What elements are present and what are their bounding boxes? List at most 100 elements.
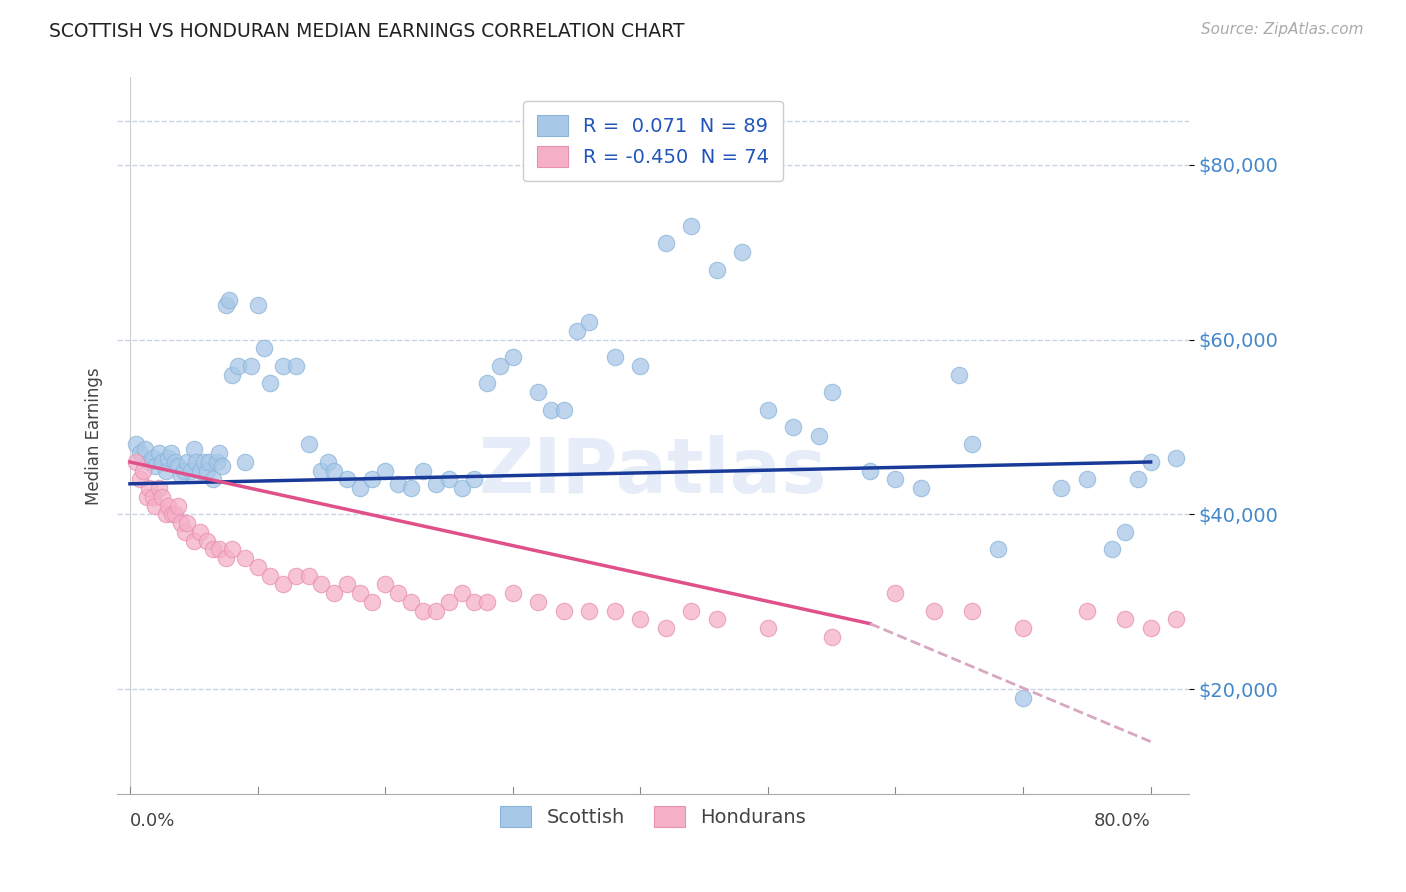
Point <box>134 442 156 456</box>
Point <box>374 577 396 591</box>
Point <box>960 603 983 617</box>
Text: 0.0%: 0.0% <box>129 812 176 830</box>
Point <box>150 455 173 469</box>
Point <box>201 472 224 486</box>
Point <box>859 464 882 478</box>
Point <box>756 621 779 635</box>
Point <box>1369 612 1392 626</box>
Point <box>1267 612 1289 626</box>
Point <box>129 472 152 486</box>
Point <box>246 559 269 574</box>
Point <box>138 481 160 495</box>
Point <box>1139 621 1161 635</box>
Point <box>1204 442 1226 456</box>
Point <box>233 551 256 566</box>
Point <box>228 359 250 373</box>
Point <box>349 586 371 600</box>
Point <box>155 508 177 522</box>
Point <box>135 490 157 504</box>
Point <box>218 293 240 308</box>
Y-axis label: Median Earnings: Median Earnings <box>86 367 103 505</box>
Point <box>180 464 202 478</box>
Point <box>387 476 409 491</box>
Point <box>211 459 233 474</box>
Point <box>540 402 562 417</box>
Point <box>186 455 208 469</box>
Point <box>221 542 243 557</box>
Point <box>138 455 160 469</box>
Point <box>176 455 198 469</box>
Point <box>253 342 276 356</box>
Point <box>176 516 198 530</box>
Point <box>170 516 193 530</box>
Point <box>259 568 281 582</box>
Point <box>336 472 359 486</box>
Point <box>948 368 970 382</box>
Point <box>425 603 447 617</box>
Point <box>271 359 294 373</box>
Point <box>1166 450 1188 465</box>
Point <box>450 586 472 600</box>
Point <box>553 603 575 617</box>
Point <box>655 236 678 251</box>
Point <box>163 455 186 469</box>
Point <box>884 472 907 486</box>
Point <box>155 464 177 478</box>
Point <box>183 533 205 548</box>
Point <box>246 298 269 312</box>
Point <box>1101 542 1123 557</box>
Point <box>1229 437 1251 451</box>
Point <box>297 568 319 582</box>
Point <box>425 476 447 491</box>
Point <box>1395 621 1406 635</box>
Point <box>129 446 152 460</box>
Point <box>706 262 728 277</box>
Point <box>681 603 703 617</box>
Point <box>188 464 211 478</box>
Point <box>323 586 346 600</box>
Point <box>170 468 193 483</box>
Point <box>628 612 651 626</box>
Point <box>477 376 499 391</box>
Point <box>489 359 512 373</box>
Point <box>163 508 186 522</box>
Point <box>142 450 165 465</box>
Point <box>502 350 524 364</box>
Point <box>214 551 236 566</box>
Text: ZIPatlas: ZIPatlas <box>479 434 827 508</box>
Point <box>527 385 550 400</box>
Point <box>1114 612 1136 626</box>
Point <box>205 455 228 469</box>
Point <box>271 577 294 591</box>
Point <box>553 402 575 417</box>
Point <box>311 577 333 591</box>
Point <box>1344 612 1367 626</box>
Point <box>145 459 167 474</box>
Point <box>150 490 173 504</box>
Point <box>157 450 180 465</box>
Point <box>173 464 195 478</box>
Point <box>1216 595 1239 609</box>
Point <box>311 464 333 478</box>
Point <box>148 446 170 460</box>
Point <box>208 542 231 557</box>
Point <box>986 542 1008 557</box>
Point <box>214 298 236 312</box>
Point <box>316 455 339 469</box>
Point <box>960 437 983 451</box>
Point <box>1191 446 1213 460</box>
Point <box>502 586 524 600</box>
Point <box>1166 612 1188 626</box>
Point <box>922 603 945 617</box>
Point <box>821 630 844 644</box>
Point <box>142 490 165 504</box>
Point <box>374 464 396 478</box>
Point <box>1267 446 1289 460</box>
Point <box>910 481 932 495</box>
Point <box>437 595 460 609</box>
Point <box>336 577 359 591</box>
Point <box>323 464 346 478</box>
Point <box>159 446 181 460</box>
Point <box>399 595 422 609</box>
Point <box>1050 481 1073 495</box>
